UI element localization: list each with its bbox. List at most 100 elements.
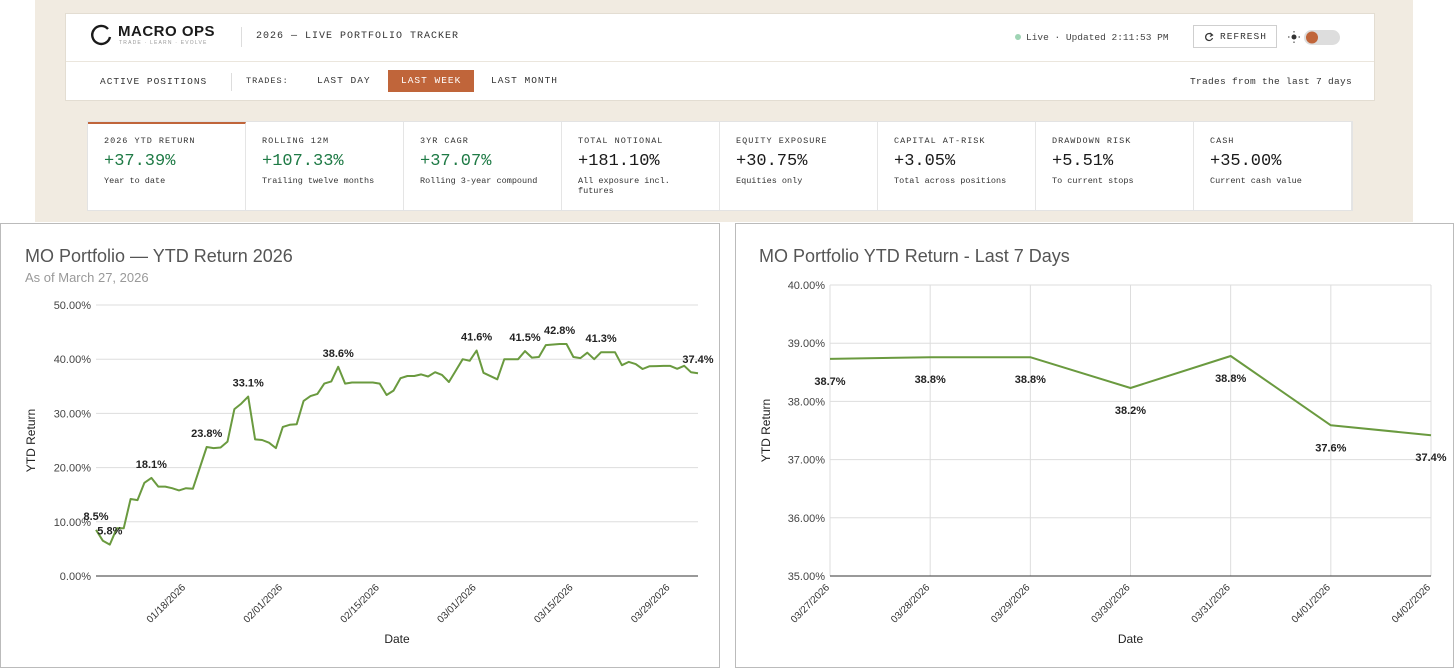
metric-card: DRAWDOWN RISK +5.51% To current stops bbox=[1036, 122, 1194, 210]
header-card: MACRO OPS TRADE · LEARN · EVOLVE 2026 — … bbox=[65, 13, 1375, 101]
header-separator bbox=[66, 61, 1374, 62]
trade-tab[interactable]: LAST MONTH bbox=[491, 75, 559, 86]
metric-card: ROLLING 12M +107.33% Trailing twelve month… bbox=[246, 122, 404, 210]
metric-card: CAPITAL AT-RISK +3.05% Total across positi… bbox=[878, 122, 1036, 210]
y-tick-label: 40.00% bbox=[788, 280, 826, 292]
metric-sub: Equities only bbox=[736, 176, 803, 186]
metric-label: ROLLING 12M bbox=[262, 136, 330, 146]
data-label: 38.8% bbox=[1015, 374, 1046, 386]
y-tick-label: 0.00% bbox=[60, 571, 91, 583]
metric-sub: Total across positions bbox=[894, 176, 1007, 186]
y-tick-label: 20.00% bbox=[54, 463, 92, 475]
metric-card: 3YR CAGR +37.07% Rolling 3-year compound bbox=[404, 122, 562, 210]
trade-tab[interactable]: LAST DAY bbox=[317, 75, 371, 86]
active-positions-tab[interactable]: ACTIVE POSITIONS bbox=[100, 76, 208, 87]
y-tick-label: 39.00% bbox=[788, 338, 826, 350]
chart-title: MO Portfolio YTD Return - Last 7 Days bbox=[759, 246, 1070, 266]
refresh-icon bbox=[1205, 32, 1214, 42]
x-tick-label: 04/01/2026 bbox=[1290, 582, 1333, 625]
data-label: 8.5% bbox=[83, 511, 108, 523]
tagline: TRADE · LEARN · EVOLVE bbox=[119, 40, 208, 46]
trades-note: Trades from the last 7 days bbox=[1189, 76, 1352, 87]
theme-toggle[interactable] bbox=[1288, 29, 1360, 47]
divider bbox=[231, 73, 232, 91]
data-label: 41.5% bbox=[509, 332, 540, 344]
metric-value: +5.51% bbox=[1052, 152, 1114, 171]
y-tick-label: 50.00% bbox=[54, 300, 92, 312]
metric-card: EQUITY EXPOSURE +30.75% Equities only bbox=[720, 122, 878, 210]
data-label: 41.6% bbox=[461, 332, 492, 344]
metric-sub: Year to date bbox=[104, 176, 166, 186]
metric-sub: All exposure incl. futures bbox=[578, 176, 670, 196]
metric-card: TOTAL NOTIONAL +181.10% All exposure incl.… bbox=[562, 122, 720, 210]
data-label: 38.8% bbox=[915, 374, 946, 386]
chart-panel: 01/18/2026 02/01/2026 02/15/2026 03/01/2026… bbox=[0, 223, 720, 668]
data-label: 42.8% bbox=[544, 325, 575, 337]
chart: 01/18/2026 02/01/2026 02/15/2026 03/01/2026… bbox=[24, 246, 714, 646]
x-tick-label: 02/01/2026 bbox=[242, 582, 285, 625]
metric-value: +37.07% bbox=[420, 152, 492, 171]
metric-label: TOTAL NOTIONAL bbox=[578, 136, 664, 146]
y-tick-label: 10.00% bbox=[54, 517, 92, 529]
logo-icon bbox=[91, 24, 112, 46]
data-label: 37.4% bbox=[1415, 452, 1446, 464]
chart-title: MO Portfolio — YTD Return 2026 bbox=[25, 246, 293, 266]
y-axis-label: YTD Return bbox=[759, 399, 773, 462]
chart: 03/27/2026 03/28/2026 03/29/2026 03/30/2026… bbox=[759, 246, 1447, 646]
y-tick-label: 38.00% bbox=[788, 396, 826, 408]
metric-card: CASH +35.00% Current cash value bbox=[1194, 122, 1352, 210]
trades-label: TRADES: bbox=[246, 76, 289, 86]
data-label: 33.1% bbox=[233, 378, 264, 390]
data-label: 38.2% bbox=[1115, 405, 1146, 417]
data-label: 38.7% bbox=[814, 376, 845, 388]
x-tick-label: 03/01/2026 bbox=[436, 582, 479, 625]
refresh-label: REFRESH bbox=[1220, 31, 1267, 42]
metric-sub: Trailing twelve months bbox=[262, 176, 375, 186]
data-label: 37.6% bbox=[1315, 442, 1346, 454]
line bbox=[95, 343, 699, 546]
x-tick-label: 02/15/2026 bbox=[339, 582, 382, 625]
divider bbox=[241, 27, 242, 47]
y-tick-label: 40.00% bbox=[54, 354, 92, 366]
x-tick-label: 03/29/2026 bbox=[989, 582, 1032, 625]
x-tick-label: 03/27/2026 bbox=[789, 582, 832, 625]
refresh-button[interactable]: REFRESH bbox=[1193, 25, 1277, 48]
data-label: 38.8% bbox=[1215, 373, 1246, 385]
y-tick-label: 36.00% bbox=[788, 513, 826, 525]
y-tick-label: 30.00% bbox=[54, 408, 92, 420]
metric-sub: Rolling 3-year compound bbox=[420, 176, 538, 186]
page-title: 2026 — LIVE PORTFOLIO TRACKER bbox=[256, 31, 460, 42]
x-tick-label: 01/18/2026 bbox=[145, 582, 188, 625]
y-axis-label: YTD Return bbox=[24, 409, 38, 472]
metric-value: +37.39% bbox=[104, 152, 176, 171]
metric-card: 2026 YTD RETURN +37.39% Year to date bbox=[88, 122, 246, 210]
chart-panel: 03/27/2026 03/28/2026 03/29/2026 03/30/2026… bbox=[735, 223, 1454, 668]
metric-value: +3.05% bbox=[894, 152, 956, 171]
metric-value: +30.75% bbox=[736, 152, 808, 171]
data-label: 5.8% bbox=[97, 526, 122, 538]
trade-tab[interactable]: LAST WEEK bbox=[388, 70, 475, 92]
x-tick-label: 03/29/2026 bbox=[629, 582, 672, 625]
x-axis-label: Date bbox=[1118, 632, 1144, 646]
metric-label: CASH bbox=[1210, 136, 1235, 146]
data-label: 18.1% bbox=[136, 459, 167, 471]
y-tick-label: 35.00% bbox=[788, 571, 826, 583]
metric-label: CAPITAL AT-RISK bbox=[894, 136, 986, 146]
status: Live · Updated 2:11:53 PM bbox=[1026, 32, 1169, 43]
metric-label: DRAWDOWN RISK bbox=[1052, 136, 1132, 146]
metric-value: +35.00% bbox=[1210, 152, 1282, 171]
logo: MACRO OPS bbox=[118, 23, 216, 40]
metrics-row: 2026 YTD RETURN +37.39% Year to date ROLLIN… bbox=[87, 121, 1353, 211]
data-label: 23.8% bbox=[191, 428, 222, 440]
chart-subtitle: As of March 27, 2026 bbox=[25, 270, 149, 285]
x-tick-label: 03/30/2026 bbox=[1089, 582, 1132, 625]
x-tick-label: 03/31/2026 bbox=[1190, 582, 1233, 625]
metric-sub: Current cash value bbox=[1210, 176, 1302, 186]
x-axis-label: Date bbox=[384, 632, 410, 646]
data-label: 41.3% bbox=[586, 333, 617, 345]
metric-value: +181.10% bbox=[578, 152, 660, 171]
x-tick-label: 03/28/2026 bbox=[889, 582, 932, 625]
metric-sub: To current stops bbox=[1052, 176, 1134, 186]
x-tick-label: 04/02/2026 bbox=[1390, 582, 1433, 625]
